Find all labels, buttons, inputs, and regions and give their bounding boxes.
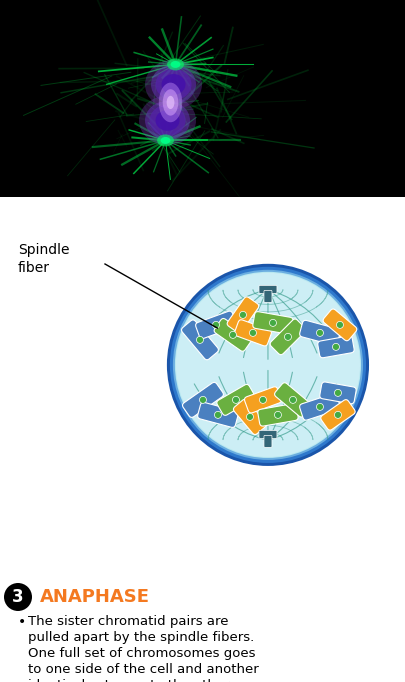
Text: Spindle
fiber: Spindle fiber [18,243,69,275]
Circle shape [315,329,323,336]
Ellipse shape [166,96,174,109]
Ellipse shape [145,60,202,109]
FancyBboxPatch shape [299,394,339,420]
Ellipse shape [155,110,179,131]
FancyBboxPatch shape [234,320,271,346]
Circle shape [175,273,359,457]
Text: ANAPHASE: ANAPHASE [40,588,149,606]
Text: The sister chromatid pairs are: The sister chromatid pairs are [28,615,228,628]
FancyBboxPatch shape [317,336,353,358]
Circle shape [232,396,239,403]
Circle shape [269,319,276,327]
FancyBboxPatch shape [233,399,266,434]
Circle shape [239,312,246,318]
Circle shape [289,396,296,403]
Circle shape [177,275,357,455]
Ellipse shape [151,65,196,104]
Ellipse shape [157,134,173,147]
FancyBboxPatch shape [269,319,305,355]
Ellipse shape [170,61,180,68]
Text: to one side of the cell and another: to one side of the cell and another [28,663,258,676]
Circle shape [259,396,266,403]
Circle shape [334,411,341,418]
FancyBboxPatch shape [252,312,292,334]
Circle shape [246,413,253,420]
Text: One full set of chromosomes goes: One full set of chromosomes goes [28,647,255,660]
Ellipse shape [158,83,182,122]
FancyBboxPatch shape [274,383,311,417]
Bar [0,0,405,197]
Circle shape [4,583,32,611]
FancyBboxPatch shape [197,402,238,428]
FancyBboxPatch shape [258,285,276,293]
FancyBboxPatch shape [213,318,251,351]
Text: identical set goes to the other.: identical set goes to the other. [28,679,232,682]
Circle shape [166,264,368,466]
Circle shape [175,272,360,458]
Ellipse shape [139,95,196,145]
Circle shape [214,411,221,418]
FancyBboxPatch shape [181,320,218,360]
FancyBboxPatch shape [258,430,276,439]
FancyBboxPatch shape [226,297,258,333]
FancyBboxPatch shape [195,311,236,339]
Circle shape [336,321,343,328]
Text: 3: 3 [12,588,24,606]
Text: pulled apart by the spindle fibers.: pulled apart by the spindle fibers. [28,631,254,644]
Ellipse shape [161,74,185,95]
Circle shape [332,343,339,351]
FancyBboxPatch shape [216,385,254,415]
FancyBboxPatch shape [299,321,339,345]
Circle shape [334,389,341,396]
Circle shape [229,331,236,338]
Circle shape [196,336,203,343]
Ellipse shape [145,101,190,140]
Circle shape [169,267,365,463]
Circle shape [249,329,256,336]
FancyBboxPatch shape [263,435,271,447]
FancyBboxPatch shape [263,291,271,302]
Circle shape [173,270,362,460]
Text: •: • [18,615,26,629]
Circle shape [284,333,291,340]
FancyBboxPatch shape [257,404,297,426]
FancyBboxPatch shape [320,400,354,430]
Ellipse shape [155,69,191,100]
Circle shape [315,403,323,411]
Ellipse shape [162,89,178,116]
Circle shape [212,321,219,328]
FancyBboxPatch shape [322,309,356,341]
Ellipse shape [167,59,183,70]
Circle shape [185,283,349,447]
Ellipse shape [149,105,185,136]
FancyBboxPatch shape [319,382,355,404]
Circle shape [274,411,281,418]
Ellipse shape [160,137,170,144]
FancyBboxPatch shape [244,387,281,413]
Circle shape [199,396,206,403]
FancyBboxPatch shape [182,383,223,417]
